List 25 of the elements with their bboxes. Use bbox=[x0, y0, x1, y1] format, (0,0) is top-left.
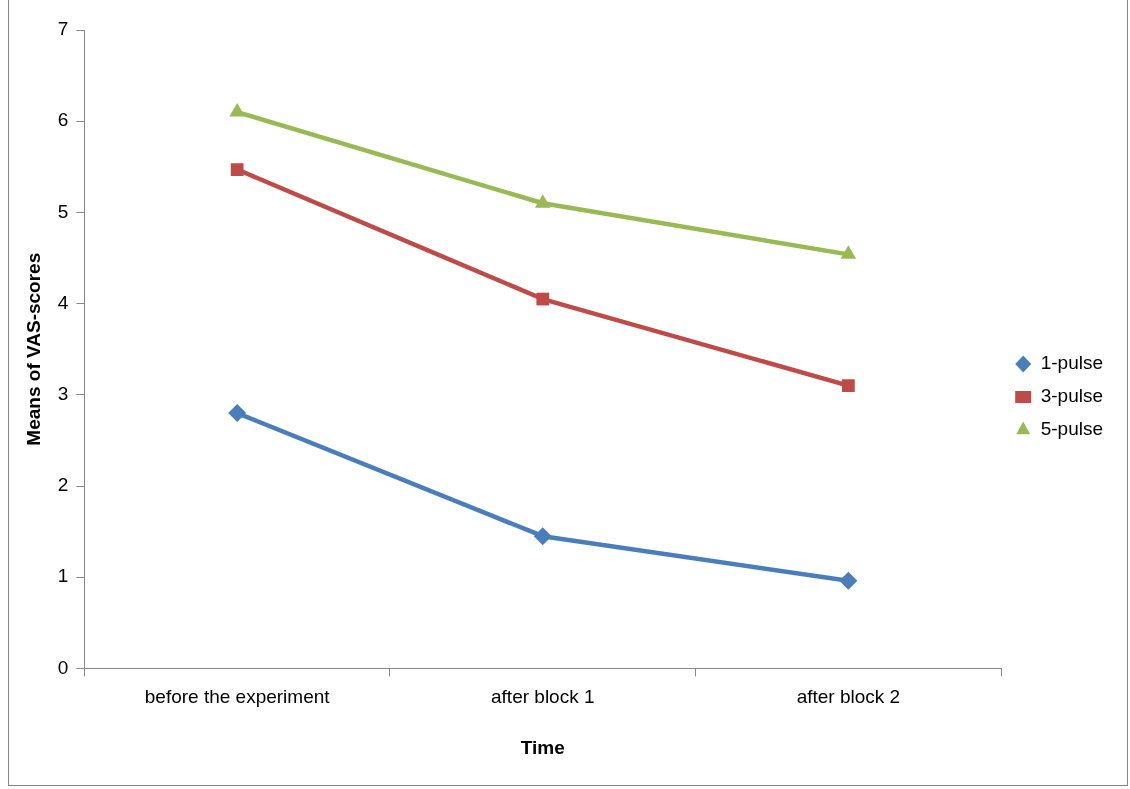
point bbox=[230, 163, 244, 176]
y-tick-label: 5 bbox=[57, 200, 69, 222]
y-tick-label: 4 bbox=[57, 291, 69, 313]
legend-label: 3-pulse bbox=[1040, 385, 1104, 407]
x-axis-title: Time bbox=[520, 736, 565, 758]
point bbox=[229, 103, 245, 117]
y-tick-label: 7 bbox=[57, 18, 69, 40]
y-tick-label: 6 bbox=[57, 109, 69, 131]
y-tick-label: 0 bbox=[57, 656, 69, 678]
x-tick-label: after block 1 bbox=[491, 686, 595, 708]
point bbox=[533, 527, 552, 546]
point bbox=[840, 245, 857, 259]
point bbox=[839, 571, 858, 590]
x-tick-label: after block 2 bbox=[796, 686, 901, 708]
legend-label: 5-pulse bbox=[1040, 418, 1104, 440]
point bbox=[842, 379, 855, 393]
legend-label: 1-pulse bbox=[1040, 352, 1104, 374]
point bbox=[536, 292, 550, 306]
y-tick-label: 3 bbox=[57, 383, 69, 405]
y-tick-label: 1 bbox=[57, 565, 69, 587]
y-tick-label: 2 bbox=[57, 474, 69, 496]
point bbox=[228, 404, 247, 423]
point bbox=[534, 194, 551, 208]
y-axis-title: Means of VAS-scores bbox=[22, 252, 44, 446]
x-tick-label: before the experiment bbox=[144, 686, 331, 708]
